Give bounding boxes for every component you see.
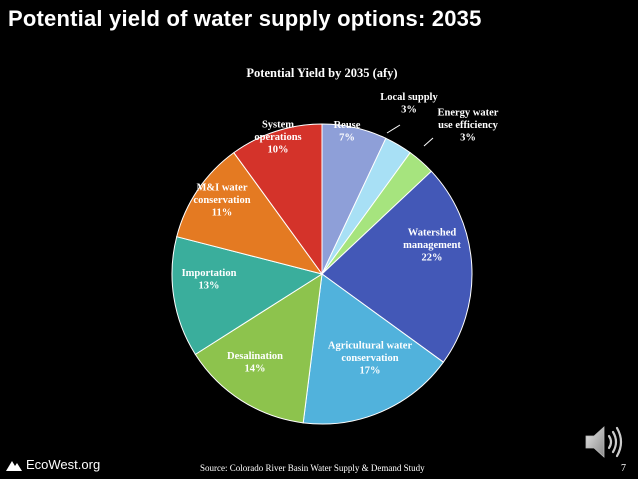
- slice-label-7: M&I water conservation 11%: [193, 183, 250, 219]
- slice-label-2: Energy water use efficiency 3%: [438, 108, 499, 144]
- leader-lines: [386, 124, 434, 147]
- mountain-logo-icon: [6, 460, 22, 471]
- pie-slice-5: [194, 273, 323, 424]
- page-number: 7: [621, 463, 626, 474]
- slice-label-3: Watershed management 22%: [403, 228, 461, 264]
- slice-label-5: Desalination 14%: [227, 351, 283, 375]
- source-note: Source: Colorado River Basin Water Suppl…: [200, 463, 425, 473]
- slice-label-6: Importation 13%: [182, 268, 237, 292]
- pie-slice-4: [302, 273, 445, 425]
- leader-line-1: [386, 124, 401, 134]
- chart-title: Potential Yield by 2035 (afy): [246, 66, 397, 80]
- speaker-icon[interactable]: [582, 422, 628, 462]
- slice-label-4: Agricultural water conservation 17%: [328, 341, 413, 377]
- pie-slice-8: [233, 123, 323, 276]
- slice-label-1: Local supply 3%: [380, 92, 438, 116]
- leader-line-2: [423, 137, 434, 147]
- pie-slice-7: [176, 151, 324, 275]
- slice-label-0: Reuse 7%: [334, 120, 361, 144]
- logo-text: EcoWest.org: [26, 457, 101, 472]
- ecowest-logo: EcoWest.org: [6, 457, 100, 472]
- slide-title: Potential yield of water supply options:…: [8, 6, 482, 31]
- slice-label-8: System operations 10%: [254, 120, 301, 156]
- pie-slice-6: [171, 236, 324, 356]
- slice-labels: Reuse 7% Local supply 3% Energy water use eff…: [182, 92, 499, 377]
- pie-slice-3: [321, 170, 473, 363]
- pie-slices: [171, 123, 473, 425]
